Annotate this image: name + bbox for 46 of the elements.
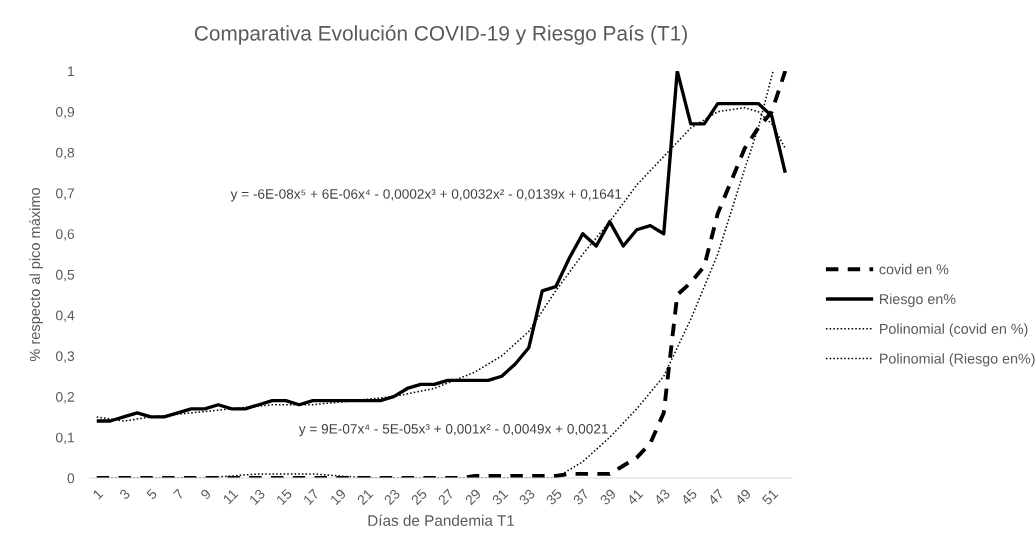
x-tick-label: 35 xyxy=(545,488,563,506)
x-tick-label: 7 xyxy=(173,488,185,500)
x-tick-label: 47 xyxy=(707,488,725,506)
y-tick-label: 0,1 xyxy=(55,432,75,445)
x-tick-label: 11 xyxy=(222,488,239,505)
y-tick-label: 0,6 xyxy=(55,229,75,241)
y-tick-label: 0,4 xyxy=(55,310,75,323)
x-tick-label: 5 xyxy=(146,488,158,500)
chart-title: Comparativa Evolución COVID-19 y Riesgo País (T1) xyxy=(194,25,687,45)
x-tick-label: 17 xyxy=(302,488,320,506)
x-tick-label: 19 xyxy=(329,488,347,506)
x-tick-label: 27 xyxy=(437,488,455,506)
x-tick-label: 45 xyxy=(680,488,698,506)
x-tick-label: 51 xyxy=(761,488,779,506)
x-tick-label: 9 xyxy=(200,488,212,500)
x-tick-label: 13 xyxy=(248,488,266,506)
x-tick-label: 1 xyxy=(92,488,104,500)
y-tick-label: 0,7 xyxy=(55,188,75,200)
y-tick-label: 0,2 xyxy=(55,391,75,404)
annotation: y = 9E-07x⁴ - 5E-05x³ + 0,001x² - 0,0049x + 0,0021 xyxy=(298,423,608,437)
legend-label: covid en % xyxy=(879,263,949,275)
x-tick-label: 21 xyxy=(356,488,374,506)
legend-label: Polinomial (covid en %) xyxy=(880,323,1028,337)
y-tick-label: 1 xyxy=(68,66,75,77)
y-tick-label: 0,3 xyxy=(55,351,75,363)
x-tick-label: 37 xyxy=(572,488,590,506)
x-tick-label: 41 xyxy=(626,488,644,506)
y-tick-label: 0,9 xyxy=(55,107,75,119)
x-tick-label: 31 xyxy=(491,488,509,506)
x-tick-label: 3 xyxy=(118,488,131,501)
x-tick-label: 25 xyxy=(410,488,428,506)
x-tick-label: 39 xyxy=(599,488,617,506)
x-tick-label: 33 xyxy=(518,488,536,506)
annotation: y = -6E-08x⁵ + 6E-06x⁴ - 0,0002x³ + 0,0032x² - 0,0139x + 0,1641 xyxy=(230,189,622,202)
legend-label: Polinomial (Riesgo en%) xyxy=(880,353,1035,367)
y-tick-label: 0,5 xyxy=(55,269,75,282)
x-axis-title: Días de Pandemia T1 xyxy=(368,514,515,526)
legend-label: Riesgo en% xyxy=(880,293,956,307)
x-tick-label: 49 xyxy=(734,488,752,506)
x-tick-label: 15 xyxy=(275,488,293,506)
x-tick-label: 23 xyxy=(383,488,401,506)
y-axis-title: % respecto al pico máximo xyxy=(29,187,43,362)
y-tick-label: 0 xyxy=(67,473,75,484)
y-tick-label: 0,8 xyxy=(55,147,75,160)
x-tick-label: 43 xyxy=(653,488,671,506)
x-tick-label: 29 xyxy=(464,488,482,506)
